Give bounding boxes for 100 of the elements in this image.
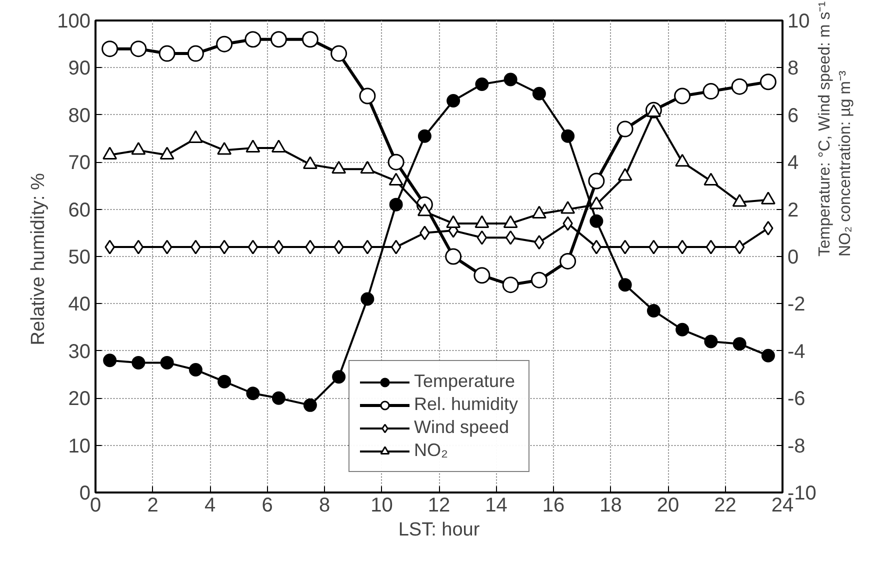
point bbox=[132, 356, 146, 370]
y-tick-label: 90 bbox=[68, 58, 91, 80]
y2-tick-label: 2 bbox=[788, 199, 799, 222]
point bbox=[274, 240, 284, 254]
y-axis-title: Relative humidity: % bbox=[28, 172, 50, 346]
point bbox=[561, 129, 575, 143]
point bbox=[130, 40, 147, 58]
point bbox=[589, 196, 604, 210]
point bbox=[761, 348, 775, 362]
x-tick-label: 8 bbox=[318, 494, 330, 516]
point bbox=[158, 45, 176, 62]
point bbox=[389, 198, 403, 212]
point bbox=[474, 267, 490, 284]
y2-tick-label: 0 bbox=[788, 246, 799, 268]
point bbox=[706, 240, 716, 254]
y2-tick-label: 6 bbox=[788, 104, 799, 127]
y-tick-label: 10 bbox=[68, 435, 91, 458]
point bbox=[334, 240, 344, 254]
point bbox=[530, 272, 548, 288]
point bbox=[704, 172, 718, 186]
point bbox=[532, 206, 546, 219]
point bbox=[760, 74, 776, 90]
point bbox=[302, 156, 318, 169]
y2-tick-label: -4 bbox=[788, 340, 806, 363]
point bbox=[216, 36, 233, 52]
y2-tick-label: 10 bbox=[788, 10, 810, 32]
point bbox=[618, 168, 632, 181]
y2-tick-label: -2 bbox=[788, 294, 806, 316]
y-tick-label: 70 bbox=[68, 152, 91, 174]
point bbox=[446, 215, 461, 228]
point bbox=[217, 142, 232, 155]
point bbox=[445, 248, 462, 265]
legend-label: NO₂ bbox=[414, 440, 448, 461]
x-tick-label: 6 bbox=[262, 494, 273, 516]
y-tick-label: 20 bbox=[68, 388, 91, 410]
y2-tick-label: -6 bbox=[788, 388, 806, 410]
point bbox=[102, 40, 118, 58]
point bbox=[704, 334, 718, 348]
y2-tick-label: -8 bbox=[788, 435, 806, 458]
point bbox=[702, 83, 720, 100]
point bbox=[104, 240, 115, 254]
x-tick-label: 22 bbox=[714, 494, 736, 516]
point bbox=[674, 88, 691, 104]
point bbox=[103, 354, 117, 368]
point bbox=[188, 130, 203, 144]
point bbox=[188, 363, 202, 377]
point bbox=[248, 240, 258, 254]
point bbox=[270, 31, 287, 48]
point bbox=[562, 216, 573, 231]
y-tick-label: 80 bbox=[68, 104, 91, 127]
point bbox=[332, 370, 346, 384]
point bbox=[763, 220, 774, 236]
point bbox=[332, 160, 346, 174]
x-tick-label: 18 bbox=[600, 494, 622, 516]
point bbox=[305, 240, 316, 254]
point bbox=[620, 240, 630, 254]
point bbox=[162, 240, 172, 254]
point bbox=[102, 146, 118, 160]
y2-axis-title: Temperature: °C, Wind speed: m s⁻¹ NO₂ concentration: µg m⁻³ bbox=[816, 1, 854, 256]
point bbox=[591, 240, 602, 254]
point bbox=[675, 154, 690, 167]
point bbox=[418, 129, 432, 143]
point bbox=[133, 240, 144, 254]
point bbox=[272, 391, 286, 405]
x-tick-label: 10 bbox=[370, 494, 393, 516]
point bbox=[534, 235, 544, 250]
point bbox=[475, 77, 489, 91]
point bbox=[271, 140, 286, 152]
point bbox=[359, 88, 376, 104]
point bbox=[246, 386, 260, 400]
point bbox=[502, 276, 519, 294]
point bbox=[218, 374, 232, 388]
y-tick-label: 60 bbox=[68, 199, 91, 222]
point bbox=[246, 140, 260, 152]
point bbox=[390, 240, 402, 254]
x-tick-label: 2 bbox=[147, 494, 158, 516]
point bbox=[160, 146, 174, 160]
point bbox=[190, 240, 201, 254]
y2-tick-label: 4 bbox=[788, 152, 799, 174]
y2-tick-label: 8 bbox=[788, 58, 799, 80]
point bbox=[731, 78, 748, 95]
point bbox=[648, 240, 659, 254]
point bbox=[330, 45, 348, 62]
legend-label: Temperature bbox=[414, 371, 516, 392]
y-tick-label: 30 bbox=[68, 340, 91, 363]
x-tick-label: 20 bbox=[656, 494, 680, 516]
point bbox=[420, 226, 430, 240]
point bbox=[732, 194, 747, 207]
x-axis-title: LST: hour bbox=[398, 520, 480, 540]
point bbox=[303, 398, 317, 412]
legend-label: Wind speed bbox=[414, 417, 510, 438]
point bbox=[560, 252, 576, 270]
x-tick-label: 12 bbox=[428, 494, 450, 516]
point bbox=[417, 203, 432, 216]
y-tick-label: 100 bbox=[57, 10, 91, 32]
y-tick-label: 50 bbox=[68, 246, 91, 268]
point bbox=[474, 215, 490, 228]
x-tick-label: 4 bbox=[204, 494, 216, 516]
point bbox=[160, 356, 174, 370]
point bbox=[734, 240, 745, 254]
